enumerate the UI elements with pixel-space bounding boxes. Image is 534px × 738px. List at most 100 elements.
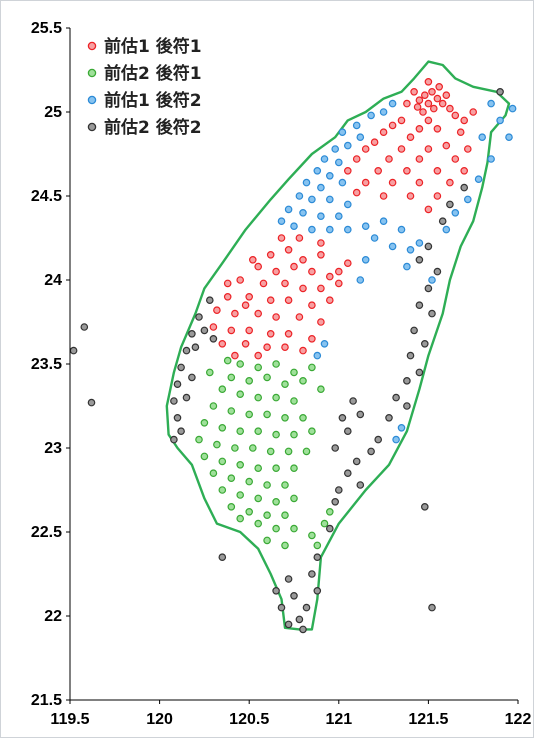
data-point-s2-20 bbox=[299, 413, 307, 422]
data-point-s2-31 bbox=[249, 444, 257, 452]
legend-label-3: 前估1 後符2 bbox=[104, 90, 202, 111]
data-point-s1-54 bbox=[317, 251, 325, 259]
data-point-s1-77 bbox=[317, 318, 325, 326]
data-point-s1-36 bbox=[352, 155, 361, 163]
data-point-s3-24 bbox=[277, 217, 286, 226]
data-point-s1-3 bbox=[433, 94, 442, 103]
tick-labels: 21.5 22 22.5 23 23.5 24 24.5 25 25.5 119.5 120 120.… bbox=[31, 20, 532, 728]
data-point-s2-50 bbox=[290, 494, 298, 503]
data-point-s2-61 bbox=[308, 531, 316, 540]
data-point-s3-14 bbox=[302, 178, 311, 187]
data-point-s4-36 bbox=[284, 575, 293, 583]
data-point-s2-63 bbox=[313, 541, 322, 550]
data-point-s3-9 bbox=[320, 155, 329, 163]
data-point-s2-22 bbox=[218, 423, 227, 432]
data-point-s3-19 bbox=[343, 200, 352, 209]
data-point-s1-53 bbox=[299, 255, 307, 264]
data-point-s2-43 bbox=[245, 477, 254, 486]
data-point-s2-9 bbox=[299, 376, 307, 385]
data-point-s2-49 bbox=[272, 497, 280, 506]
legend-label-1: 前估1 後符1 bbox=[104, 36, 202, 57]
data-point-s2-25 bbox=[272, 430, 280, 439]
data-point-s3-25 bbox=[290, 222, 298, 231]
data-point-s1-89 bbox=[231, 351, 239, 360]
data-point-s4-40 bbox=[188, 329, 196, 338]
data-point-s3-30 bbox=[379, 217, 388, 226]
data-point-s1-17 bbox=[397, 116, 406, 125]
data-point-s4-15 bbox=[403, 376, 411, 385]
data-point-s1-97 bbox=[223, 279, 232, 288]
data-point-s2-12 bbox=[254, 393, 263, 402]
data-point-s4-7 bbox=[433, 267, 442, 276]
data-point-s1-56 bbox=[272, 267, 280, 276]
data-point-s4-48 bbox=[191, 343, 200, 352]
data-point-s4-32 bbox=[284, 620, 293, 629]
data-point-s4-58 bbox=[80, 323, 89, 331]
data-point-s2-23 bbox=[236, 427, 245, 436]
data-point-s4-1 bbox=[496, 88, 504, 96]
data-point-s4-2 bbox=[460, 183, 469, 192]
data-point-s2-68 bbox=[223, 356, 232, 365]
data-point-s1-12 bbox=[424, 78, 433, 86]
data-point-s4-25 bbox=[331, 497, 340, 506]
x-tick-label-3: 120.5 bbox=[229, 711, 269, 728]
data-point-s4-42 bbox=[177, 363, 185, 372]
legend-marker-2 bbox=[87, 68, 97, 78]
data-point-s3-20 bbox=[284, 205, 293, 214]
data-point-s2-64 bbox=[325, 507, 334, 516]
data-point-s2-42 bbox=[227, 474, 236, 483]
data-point-s1-16 bbox=[451, 111, 460, 120]
data-point-s1-91 bbox=[317, 239, 325, 247]
data-point-s1-33 bbox=[415, 155, 424, 163]
data-point-s4-51 bbox=[188, 373, 196, 382]
series-3 bbox=[277, 99, 517, 444]
data-point-s2-65 bbox=[308, 363, 316, 372]
data-point-s4-6 bbox=[415, 255, 424, 264]
data-point-s3-35 bbox=[361, 255, 370, 264]
data-point-s2-24 bbox=[254, 427, 263, 436]
data-point-s2-8 bbox=[281, 380, 289, 389]
data-point-s2-14 bbox=[290, 397, 298, 405]
data-point-s2-35 bbox=[200, 452, 209, 461]
data-point-s4-63 bbox=[428, 603, 436, 612]
data-point-s1-45 bbox=[446, 178, 454, 187]
data-point-s3-18 bbox=[325, 195, 334, 204]
data-point-s1-75 bbox=[272, 313, 280, 321]
data-point-s2-67 bbox=[206, 368, 214, 377]
data-point-s1-60 bbox=[236, 276, 245, 284]
data-point-s1-44 bbox=[415, 178, 424, 187]
data-point-s1-50 bbox=[424, 205, 433, 214]
data-point-s2-26 bbox=[290, 430, 298, 439]
data-point-s4-62 bbox=[420, 502, 429, 511]
data-point-s3-17 bbox=[308, 195, 316, 204]
data-point-s2-11 bbox=[236, 390, 245, 399]
data-point-s2-41 bbox=[209, 469, 218, 478]
data-point-s4-35 bbox=[272, 586, 280, 595]
data-point-s2-54 bbox=[281, 511, 289, 520]
data-point-s1-20 bbox=[415, 125, 424, 133]
data-point-s2-28 bbox=[195, 435, 203, 444]
y-tick-label-7: 24.5 bbox=[31, 188, 62, 205]
data-point-s3-21 bbox=[299, 209, 307, 217]
data-point-s1-80 bbox=[245, 326, 254, 335]
data-point-s2-21 bbox=[200, 418, 209, 427]
data-point-s3-13 bbox=[338, 178, 347, 187]
data-point-s1-47 bbox=[379, 192, 388, 200]
data-point-s1-72 bbox=[213, 306, 221, 315]
data-point-s1-8 bbox=[419, 108, 427, 116]
data-point-s1-2 bbox=[420, 91, 429, 100]
data-point-s3-8 bbox=[331, 145, 340, 153]
data-point-s2-45 bbox=[281, 481, 289, 489]
data-point-s1-61 bbox=[259, 279, 268, 288]
data-point-s1-26 bbox=[406, 133, 415, 142]
legend-marker-1 bbox=[87, 41, 97, 51]
data-point-s1-57 bbox=[290, 262, 298, 271]
data-point-s1-78 bbox=[209, 323, 218, 331]
data-point-s2-2 bbox=[254, 363, 263, 372]
data-point-s3-49 bbox=[463, 195, 472, 204]
data-point-s1-70 bbox=[308, 301, 316, 310]
data-point-s2-1 bbox=[236, 360, 245, 368]
data-point-s1-35 bbox=[463, 145, 472, 153]
data-point-s2-66 bbox=[317, 385, 325, 394]
x-tick-label-5: 121.5 bbox=[408, 711, 448, 728]
